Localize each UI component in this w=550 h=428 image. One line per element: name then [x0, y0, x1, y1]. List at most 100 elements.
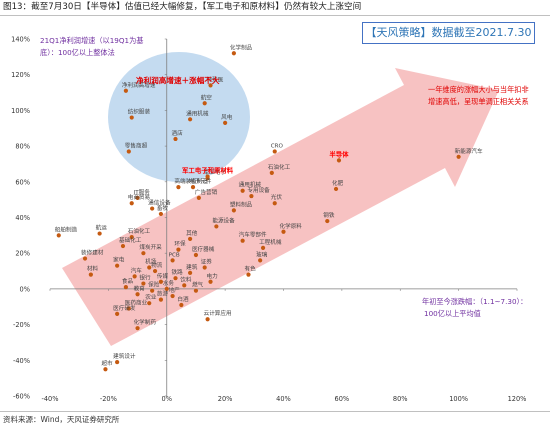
tianfeng-strategy-box: 【天风策略】数据截至2021.7.30	[362, 22, 535, 44]
data-point	[202, 101, 207, 106]
point-label: 广告营销	[195, 188, 218, 196]
y-tick-label: -40%	[13, 357, 30, 365]
data-point	[147, 301, 152, 306]
data-point	[272, 201, 277, 206]
point-label: 航空	[201, 93, 213, 101]
point-label: PCB	[169, 252, 180, 258]
x-tick-label: 60%	[335, 395, 350, 403]
point-label: 军工电子和原材料	[182, 165, 234, 174]
point-label: 化肥	[332, 179, 344, 187]
data-point	[179, 302, 184, 308]
data-point	[246, 272, 251, 277]
point-label: 材料	[87, 265, 99, 273]
data-point	[333, 186, 339, 192]
point-label: 钢铁	[323, 211, 335, 219]
data-point	[115, 359, 120, 365]
point-label: 塑料制品	[230, 200, 253, 208]
point-label: 电子元件	[189, 177, 212, 185]
point-label: 化学制品	[230, 43, 253, 51]
point-label: 军工电子	[204, 168, 227, 176]
data-point	[214, 224, 219, 229]
data-point	[115, 311, 120, 316]
point-label: 光伏	[271, 193, 283, 201]
background-shapes	[62, 52, 499, 346]
point-label: 航运	[96, 224, 108, 232]
point-label: 地产	[169, 286, 181, 294]
point-label: 保险	[148, 281, 160, 289]
data-point	[196, 195, 201, 200]
y-tick-label: -60%	[13, 393, 30, 401]
y-tick-label: 80%	[15, 143, 30, 151]
y-tick-label: 60%	[15, 178, 30, 186]
data-point	[147, 265, 152, 270]
data-point	[170, 258, 175, 263]
data-point	[132, 274, 137, 279]
data-point	[173, 276, 178, 281]
point-label: 零售商超	[125, 141, 148, 149]
highlight-circle	[108, 52, 250, 182]
y-axis-note-line2: 底）：100亿以上整体法	[40, 48, 115, 57]
point-label: 银行	[139, 274, 151, 282]
data-point	[231, 51, 236, 56]
circle-label: 净利润高增速＋涨幅不大	[136, 76, 220, 85]
data-point	[188, 236, 193, 242]
data-point	[182, 283, 187, 288]
source-note: 资料来源：Wind，天风证券研究所	[3, 415, 120, 424]
y-tick-label: 0%	[20, 285, 30, 293]
y-tick-label: 100%	[11, 107, 30, 115]
data-point	[115, 263, 120, 268]
data-point	[193, 252, 199, 258]
arrow-note-line1: 一年维度的涨幅大小与当年扣非	[428, 85, 529, 94]
data-point	[135, 292, 140, 297]
data-point	[240, 188, 245, 193]
x-axis-note-line1: 年初至今涨跌幅：（1.1~7.30）：	[422, 297, 528, 306]
x-tick-label: 80%	[393, 395, 408, 403]
x-tick-label: -20%	[100, 395, 117, 403]
y-tick-label: 40%	[15, 214, 30, 222]
point-label: 能源设备	[212, 216, 235, 224]
data-point	[129, 201, 134, 206]
point-label: 通信设备	[148, 199, 171, 207]
data-point	[176, 247, 181, 252]
point-label: 电商贸易	[128, 193, 151, 201]
point-label: 工程机械	[259, 238, 282, 246]
point-label: 机场	[145, 257, 157, 265]
point-label: 物流	[151, 261, 163, 269]
x-tick-label: 120%	[508, 395, 527, 403]
point-label: 云计算应用	[204, 309, 232, 317]
point-label: 石油化工	[268, 163, 291, 171]
x-tick-label: 40%	[276, 395, 291, 403]
point-label: 环保	[174, 240, 186, 248]
x-tick-label: 0%	[162, 395, 172, 403]
point-label: 其他	[186, 229, 198, 237]
data-point	[281, 229, 286, 234]
y-axis-note: 21Q1净利润增速（以19Q1为基 底）：100亿以上整体法	[40, 35, 143, 59]
point-label: 装修建材	[81, 249, 104, 257]
y-axis-note-line1: 21Q1净利润增速（以19Q1为基	[40, 36, 144, 45]
source-divider	[0, 411, 550, 412]
arrow-note-line2: 增速高低，呈现单调正相关关系	[428, 97, 529, 106]
title-divider	[0, 15, 550, 16]
point-label: 白酒	[177, 295, 189, 303]
x-tick-label: 100%	[449, 395, 468, 403]
point-label: 传媒	[157, 272, 169, 280]
x-axis-note: 年初至今涨跌幅：（1.1~7.30）： 100亿以上平均值	[422, 296, 527, 320]
point-label: 医药商业	[125, 299, 148, 307]
point-label: 证券	[201, 257, 213, 265]
point-label: 汽车	[131, 266, 143, 274]
point-label: 有色	[244, 265, 256, 273]
data-point	[190, 185, 196, 190]
data-point	[88, 272, 93, 277]
data-point	[249, 193, 254, 199]
point-label: 教育	[134, 284, 146, 292]
point-label: 家电	[113, 256, 125, 264]
figure-title: 图13：截至7月30日【半导体】估值已经大幅修复，【军工电子和原材料】仍然有较大…	[3, 2, 362, 12]
point-label: 食品	[122, 277, 134, 285]
point-label: 专用设备	[247, 186, 270, 194]
data-point	[97, 231, 102, 236]
data-point	[205, 174, 210, 179]
x-tick-label: -40%	[41, 395, 58, 403]
data-point	[152, 268, 158, 274]
point-label: 化学原料	[280, 222, 303, 230]
